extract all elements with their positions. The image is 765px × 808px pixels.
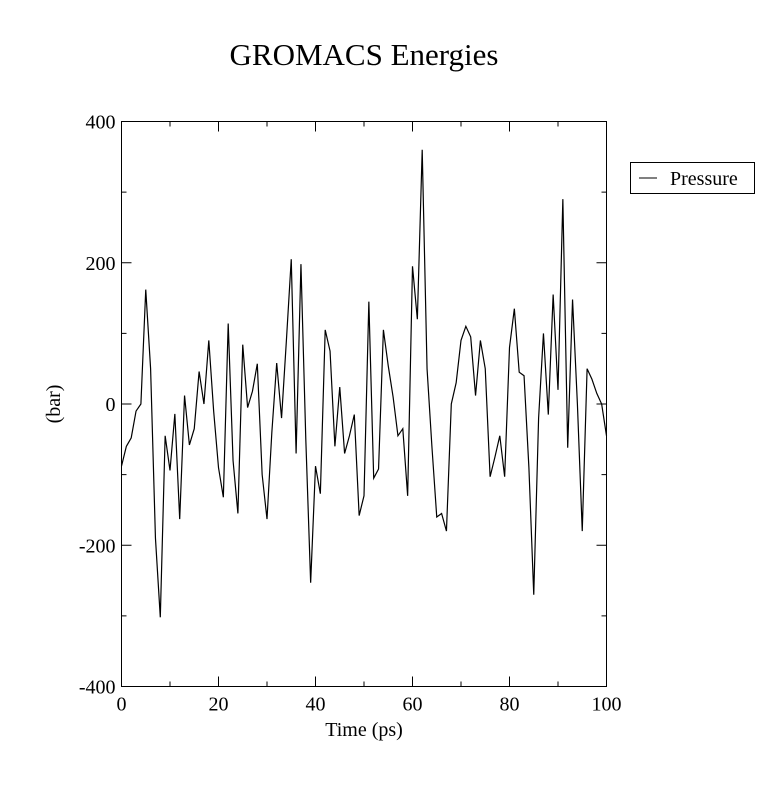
x-tick-label: 20 bbox=[209, 694, 229, 716]
plot-frame bbox=[121, 121, 607, 687]
y-axis-label: (bar) bbox=[43, 385, 65, 424]
x-tick-label: 0 bbox=[117, 694, 127, 716]
x-tick-label: 100 bbox=[592, 694, 622, 716]
x-tick-label: 80 bbox=[500, 694, 520, 716]
x-axis-label: Time (ps) bbox=[325, 719, 403, 741]
x-tick-label: 60 bbox=[403, 694, 423, 716]
legend-label-pressure: Pressure bbox=[670, 168, 738, 190]
y-tick-label: 400 bbox=[86, 112, 116, 134]
series-line-pressure bbox=[120, 149, 608, 618]
y-tick-label: 200 bbox=[86, 253, 116, 275]
y-tick-label: -200 bbox=[79, 535, 116, 557]
axis-ticks bbox=[121, 121, 607, 687]
tick-labels: 0 20 40 60 80 100 -400 -200 0 200 400 bbox=[79, 112, 622, 716]
y-tick-label: 0 bbox=[106, 394, 116, 416]
plot-area bbox=[120, 149, 608, 618]
x-tick-label: 40 bbox=[306, 694, 326, 716]
y-tick-label: -400 bbox=[79, 677, 116, 699]
chart-title: GROMACS Energies bbox=[230, 37, 499, 72]
legend: Pressure bbox=[630, 162, 755, 194]
